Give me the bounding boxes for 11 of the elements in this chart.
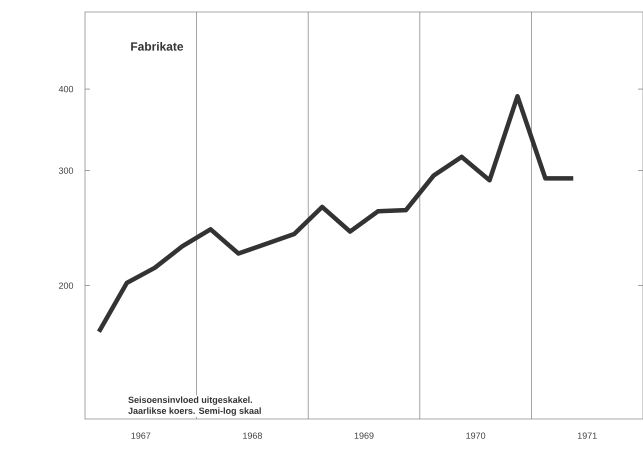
x-tick-label: 1971 [578, 432, 597, 439]
y-tick-label: 200 [58, 282, 74, 289]
y-tick-label: 300 [58, 168, 74, 174]
x-tick-label: 1970 [466, 432, 486, 439]
text: Fabrikate [131, 42, 184, 51]
y-tick-label: 400 [58, 86, 74, 92]
annotation: Jaarlikse koers. Semi-log skaal [128, 407, 261, 416]
x-tick-label: 1969 [354, 432, 374, 439]
x-tick-label: 1968 [243, 432, 262, 439]
x-tick-label: 1967 [132, 432, 150, 439]
annotation: Seisoensinvloed uitgeskakel. [128, 396, 252, 405]
